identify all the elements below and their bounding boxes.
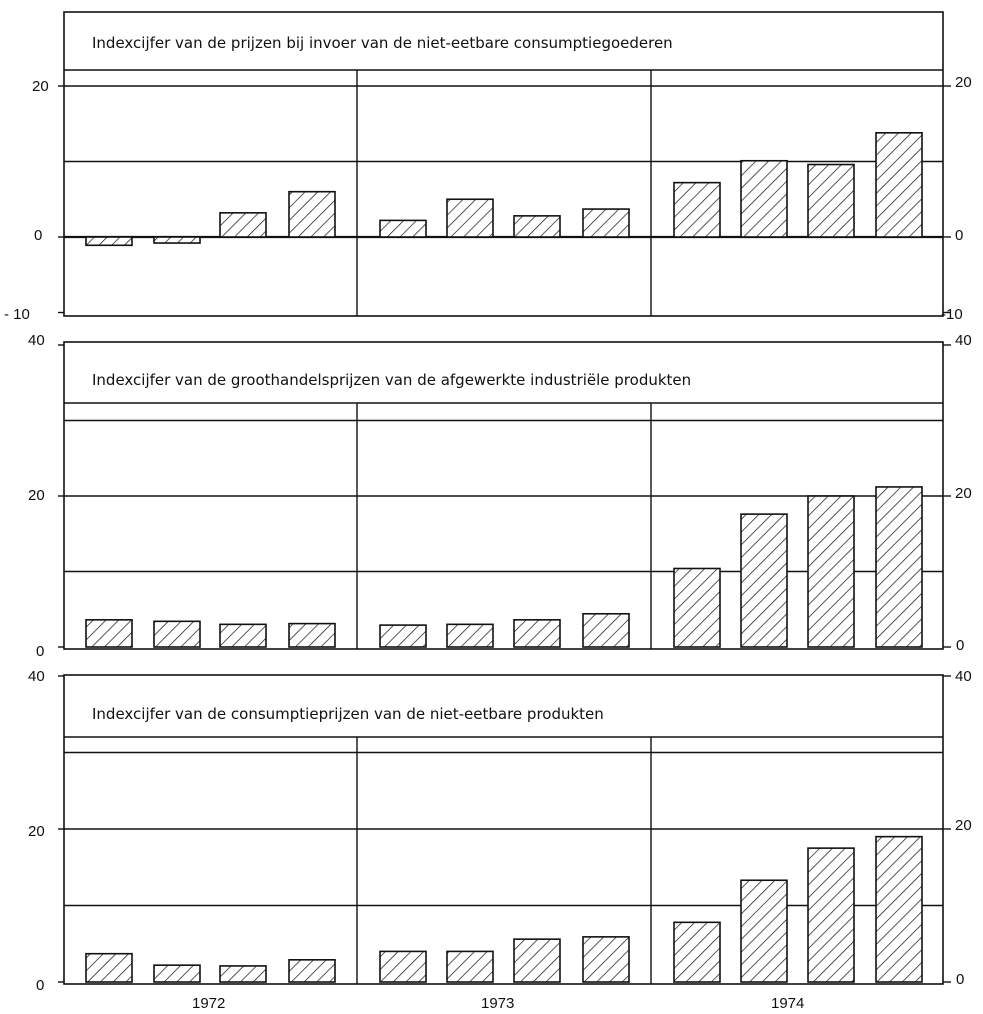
panel-3-bar-9	[673, 921, 721, 983]
panel-2-bar-11	[807, 495, 855, 648]
panel-2-bar-4	[288, 622, 336, 648]
panel-1-bar-11	[807, 163, 855, 238]
year-labels: 1972 1973 1974	[192, 995, 804, 1012]
panel-2-right-tick-0: 0	[956, 637, 964, 654]
panel-3-bar-3	[219, 965, 267, 983]
panel-3-right-ticks: 40 20 0	[955, 668, 972, 988]
year-label-1974: 1974	[771, 995, 804, 1012]
panel-3-bar-12	[875, 835, 923, 983]
panel-2-left-tick-40: 40	[28, 332, 45, 349]
year-label-1973: 1973	[481, 995, 514, 1012]
panel-3-bar-5	[379, 950, 427, 983]
panel-2-bar-1	[85, 619, 133, 648]
panel-1-left-tick-minus10: - 10	[4, 306, 30, 323]
panel-1-bar-3	[219, 212, 267, 238]
panel-2-left-tick-0: 0	[36, 643, 44, 660]
panel-2-left-ticks: 40 20 0	[28, 332, 45, 660]
panel-1-left-tick-0: 0	[34, 227, 42, 244]
panel-2-right-ticks: 40 20 0	[955, 332, 972, 654]
panel-1-bar-10	[740, 159, 788, 238]
panel-3-bar-8	[582, 936, 630, 983]
panel-3-bar-2	[153, 964, 201, 983]
panel-3-right-tick-20: 20	[955, 817, 972, 834]
panel-2-bar-7	[513, 619, 561, 648]
panel-1-bar-2	[153, 236, 201, 244]
panel-2-right-tick-20: 20	[955, 485, 972, 502]
panel-1-right-ticks: 20 0 -10	[941, 74, 972, 323]
panel-3-left-tick-40: 40	[28, 668, 45, 685]
panel-1-bar-12	[875, 132, 923, 238]
panel-3-bar-1	[85, 952, 133, 983]
panel-1-bar-4	[288, 190, 336, 238]
panel-2-bar-8	[582, 612, 630, 648]
panel-3-left-tick-20: 20	[28, 823, 45, 840]
panel-1-right-tick-minus10: -10	[941, 306, 963, 323]
panel-1-title: Indexcijfer van de prijzen bij invoer va…	[92, 34, 673, 52]
panel-2-bar-2	[153, 620, 201, 648]
panel-3-left-ticks: 40 20 0	[28, 668, 45, 994]
panel-2-bar-10	[740, 513, 788, 648]
panel-1-bar-5	[379, 219, 427, 238]
panel-3-title: Indexcijfer van de consumptieprijzen van…	[92, 705, 604, 723]
panel-1-right-tick-0: 0	[955, 227, 963, 244]
panel-3-bar-4	[288, 959, 336, 983]
panel-1-right-tick-20: 20	[955, 74, 972, 91]
panel-1-bar-6	[446, 198, 494, 238]
panel-2-bar-5	[379, 624, 427, 648]
panel-2-right-tick-40: 40	[955, 332, 972, 349]
panel-1-frame	[63, 11, 944, 317]
panel-2-title: Indexcijfer van de groothandelsprijzen v…	[92, 371, 691, 389]
panel-3-left-tick-0: 0	[36, 977, 44, 994]
panel-3-bar-11	[807, 847, 855, 983]
panel-2-bar-12	[875, 486, 923, 648]
panel-1-bar-7	[513, 215, 561, 238]
chart-geometry	[58, 11, 951, 985]
panel-1-left-ticks: 20 0 - 10	[4, 78, 49, 323]
panel-3-right-tick-40: 40	[955, 668, 972, 685]
panel-3-right-tick-0: 0	[956, 971, 964, 988]
panel-1-bar-1	[85, 236, 133, 247]
panel-1-bar-9	[673, 181, 721, 238]
panel-2-bar-3	[219, 623, 267, 648]
panel-3-bar-7	[513, 938, 561, 983]
year-label-1972: 1972	[192, 995, 225, 1012]
panel-2-bar-6	[446, 623, 494, 648]
panel-1-left-tick-20: 20	[32, 78, 49, 95]
panel-3-bar-6	[446, 950, 494, 983]
panel-2-bar-9	[673, 567, 721, 648]
panel-2-left-tick-20: 20	[28, 487, 45, 504]
panel-1-bar-8	[582, 208, 630, 238]
panel-3-bar-10	[740, 879, 788, 983]
